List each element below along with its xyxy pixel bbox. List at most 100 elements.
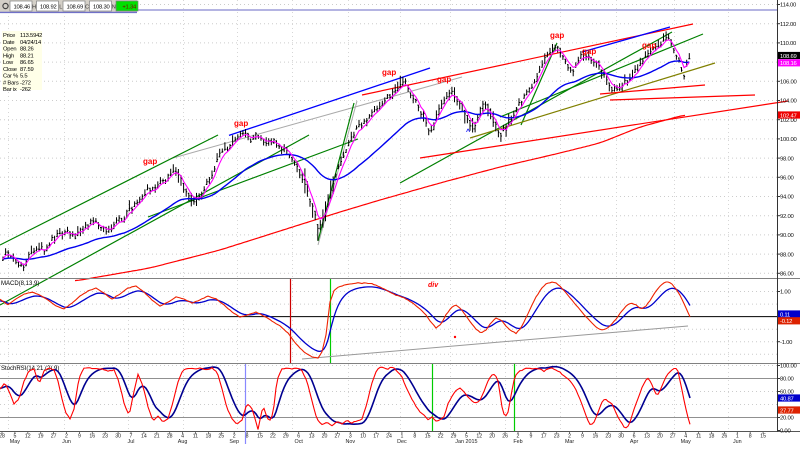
svg-text:C: C <box>85 5 89 11</box>
svg-text:19: 19 <box>38 434 44 440</box>
svg-text:Jul: Jul <box>128 439 135 444</box>
svg-text:108.16: 108.16 <box>780 61 797 67</box>
svg-text:2: 2 <box>233 434 236 440</box>
svg-text:100.00: 100.00 <box>780 364 797 370</box>
svg-text:MACD(8,13,9): MACD(8,13,9) <box>1 281 39 287</box>
svg-text:96.00: 96.00 <box>780 176 794 182</box>
svg-text:15: 15 <box>257 434 263 440</box>
svg-text:40.87: 40.87 <box>780 396 794 402</box>
svg-text:-0.12: -0.12 <box>780 319 792 325</box>
svg-text:114.00: 114.00 <box>780 3 797 9</box>
svg-text:11: 11 <box>696 434 701 440</box>
svg-text:20: 20 <box>657 434 663 440</box>
svg-text:Nov: Nov <box>346 439 356 444</box>
svg-text:Sep: Sep <box>229 439 239 444</box>
svg-text:20: 20 <box>489 434 495 440</box>
svg-text:2: 2 <box>517 434 520 440</box>
svg-text:102.47: 102.47 <box>780 113 797 119</box>
svg-text:98.00: 98.00 <box>780 156 794 162</box>
svg-text:5: 5 <box>13 434 16 440</box>
svg-text:100.00: 100.00 <box>780 137 797 143</box>
svg-text:-272: -272 <box>20 80 31 86</box>
svg-text:108.92: 108.92 <box>40 5 57 11</box>
svg-text:12: 12 <box>476 434 482 440</box>
svg-text:18: 18 <box>709 434 715 440</box>
svg-text:1: 1 <box>736 434 739 440</box>
svg-text:15: 15 <box>760 434 766 440</box>
svg-text:86.00: 86.00 <box>780 272 794 278</box>
svg-text:^: ^ <box>466 128 470 136</box>
svg-text:Oct: Oct <box>295 439 304 444</box>
svg-text:10: 10 <box>360 434 366 440</box>
svg-text:L: L <box>59 5 62 11</box>
svg-text:4: 4 <box>684 434 687 440</box>
svg-text:94.00: 94.00 <box>780 195 794 201</box>
svg-text:Price: Price <box>3 33 15 39</box>
svg-text:04/24/14: 04/24/14 <box>20 40 42 46</box>
svg-text:gap: gap <box>234 119 248 128</box>
svg-text:104.00: 104.00 <box>780 99 797 105</box>
svg-text:88.21: 88.21 <box>20 53 34 59</box>
svg-text:6: 6 <box>297 434 300 440</box>
svg-text:16: 16 <box>89 434 95 440</box>
svg-text:8: 8 <box>749 434 752 440</box>
svg-text:27: 27 <box>51 434 57 440</box>
svg-text:20.00: 20.00 <box>780 416 794 422</box>
svg-text:26: 26 <box>502 434 508 440</box>
svg-text:Apr: Apr <box>630 439 639 444</box>
svg-text:110.00: 110.00 <box>780 41 797 47</box>
svg-text:14: 14 <box>141 434 147 440</box>
svg-text:Open: Open <box>3 47 16 53</box>
svg-text:div: div <box>428 282 439 289</box>
svg-text:Close: Close <box>3 67 17 73</box>
svg-text:22: 22 <box>270 434 276 440</box>
svg-text:4: 4 <box>181 434 184 440</box>
svg-text:88.26: 88.26 <box>20 47 34 53</box>
svg-text:28: 28 <box>0 434 5 440</box>
svg-text:21: 21 <box>154 434 160 440</box>
svg-text:Feb: Feb <box>513 439 522 444</box>
svg-text:113.5942: 113.5942 <box>20 33 42 39</box>
svg-text:6: 6 <box>633 434 636 440</box>
svg-text:May: May <box>681 439 691 444</box>
svg-text:108.46: 108.46 <box>13 5 30 11</box>
svg-text:8: 8 <box>246 434 249 440</box>
svg-text:26: 26 <box>722 434 728 440</box>
svg-text:27: 27 <box>335 434 341 440</box>
svg-text:20: 20 <box>322 434 328 440</box>
svg-text:27.77: 27.77 <box>780 408 794 414</box>
svg-text:23: 23 <box>605 434 611 440</box>
svg-text:gap: gap <box>642 41 656 50</box>
svg-text:15: 15 <box>425 434 431 440</box>
svg-text:gap: gap <box>582 47 596 56</box>
svg-text:1.00: 1.00 <box>780 290 791 296</box>
svg-text:18: 18 <box>206 434 212 440</box>
svg-text:0.11: 0.11 <box>780 312 790 318</box>
svg-text:106.00: 106.00 <box>780 80 797 86</box>
svg-text:90.00: 90.00 <box>780 233 794 239</box>
svg-text:87.59: 87.59 <box>20 67 34 73</box>
svg-text:May: May <box>10 439 20 444</box>
svg-text:Bar ix: Bar ix <box>3 87 17 93</box>
svg-text:23: 23 <box>554 434 560 440</box>
svg-text:29: 29 <box>451 434 457 440</box>
svg-text:24: 24 <box>386 434 392 440</box>
svg-text:Low: Low <box>3 60 14 66</box>
svg-text:1: 1 <box>400 434 403 440</box>
svg-text:12: 12 <box>25 434 31 440</box>
svg-text:High: High <box>3 53 14 59</box>
svg-text:92.00: 92.00 <box>780 214 794 220</box>
svg-text:Jun: Jun <box>733 439 742 444</box>
svg-text:+1.34: +1.34 <box>122 5 137 11</box>
svg-text:23: 23 <box>102 434 108 440</box>
svg-text:29: 29 <box>283 434 289 440</box>
svg-text:9: 9 <box>529 434 532 440</box>
svg-text:30: 30 <box>115 434 121 440</box>
svg-text:Jan 2015: Jan 2015 <box>455 439 477 444</box>
svg-text:# Bars: # Bars <box>3 80 19 86</box>
svg-text:11: 11 <box>193 434 198 440</box>
svg-text:-1.00: -1.00 <box>780 340 793 346</box>
svg-text:gap: gap <box>437 75 451 84</box>
svg-text:25: 25 <box>218 434 224 440</box>
svg-text:7: 7 <box>130 434 133 440</box>
